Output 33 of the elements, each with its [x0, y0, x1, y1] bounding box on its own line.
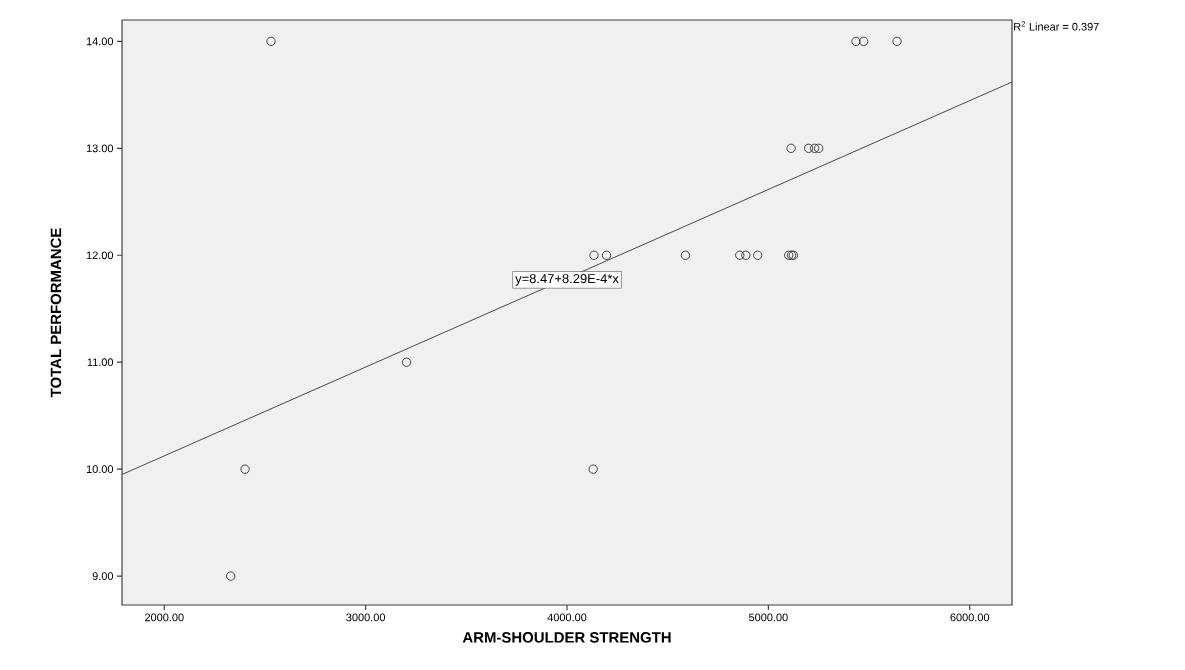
point: [226, 571, 236, 581]
point: [810, 143, 820, 153]
point: [735, 250, 745, 260]
y-tick-label: 12.00: [86, 251, 114, 260]
y-tick-label: 10.00: [86, 465, 114, 474]
point: [589, 250, 599, 260]
point: [803, 143, 814, 153]
y-axis-title: TOTAL PERFORMANCE: [50, 228, 62, 398]
point: [680, 250, 691, 260]
point: [601, 250, 612, 260]
x-tick-label: 3000.00: [346, 613, 386, 622]
point: [786, 143, 796, 153]
y-tick-label: 11.00: [87, 358, 114, 367]
x-tick-label: 2000.00: [145, 613, 184, 622]
point: [753, 250, 763, 260]
point: [240, 464, 250, 474]
y-tick-label: 9.00: [92, 572, 114, 580]
annotation: y=8.47+8.29E-4*x: [515, 273, 619, 286]
point: [741, 250, 751, 260]
y-tick-label: 14.00: [86, 37, 114, 46]
point: [851, 36, 861, 47]
point: [588, 464, 598, 474]
point: [814, 143, 824, 153]
x-tick-label: 6000.00: [950, 613, 990, 622]
point: [858, 36, 869, 47]
point: [892, 36, 902, 47]
x-axis-title: ARM-SHOULDER STRENGTH: [462, 632, 671, 643]
x-tick-label: 5000.00: [749, 613, 788, 622]
point: [401, 357, 412, 367]
y-tick-label: 13.00: [86, 144, 114, 153]
point: [266, 36, 276, 47]
x-tick-label: 4000.00: [547, 613, 587, 622]
text: R$^{2}$ Linear = 0.397: [1014, 21, 1099, 31]
